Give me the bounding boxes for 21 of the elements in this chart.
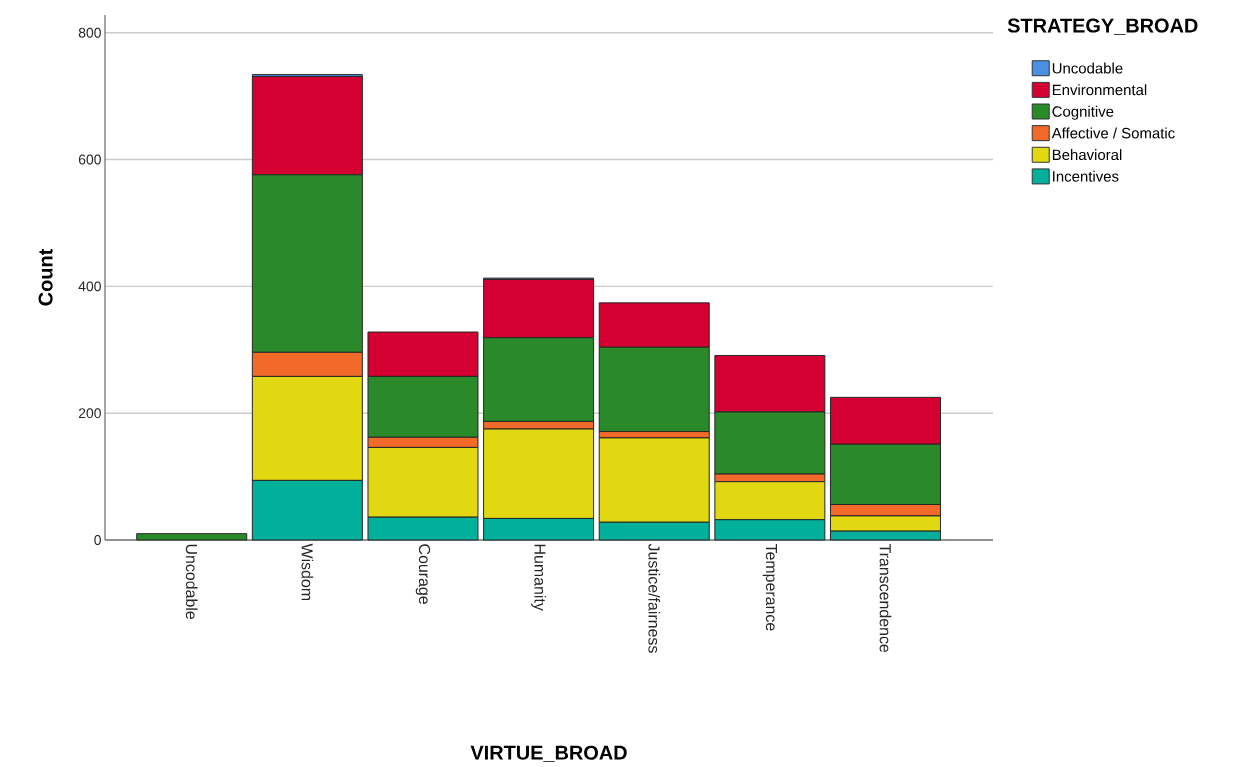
legend-label: Environmental: [1052, 84, 1147, 96]
legend-label: Behavioral: [1052, 149, 1122, 161]
x-tick-label: Transcendence: [879, 543, 892, 653]
legend-label: Incentives: [1053, 170, 1119, 182]
y-tick-label: 200: [78, 408, 101, 419]
legend-label: Uncodable: [1052, 62, 1123, 74]
x-tick-label: Courage: [415, 544, 431, 604]
legend-title: STRATEGY_BROAD: [1007, 18, 1198, 35]
x-tick-label: Uncodable: [185, 544, 198, 620]
x-tick-label: Wisdom: [301, 543, 314, 601]
y-tick-label: 400: [78, 281, 101, 292]
x-tick-label: Temperance: [762, 543, 777, 631]
legend-label: Cognitive: [1052, 105, 1114, 120]
legend-label: Affective / Somatic: [1051, 127, 1175, 139]
x-tick-label: Humanity: [531, 544, 547, 611]
y-tick-label: 0: [94, 535, 101, 545]
y-tick-label: 800: [78, 27, 101, 38]
y-axis-title: Count: [38, 248, 53, 306]
x-tick-label: Justice/fairness: [648, 543, 661, 653]
y-tick-label: 600: [78, 154, 101, 165]
x-axis-title: VIRTUE_BROAD: [470, 745, 627, 762]
